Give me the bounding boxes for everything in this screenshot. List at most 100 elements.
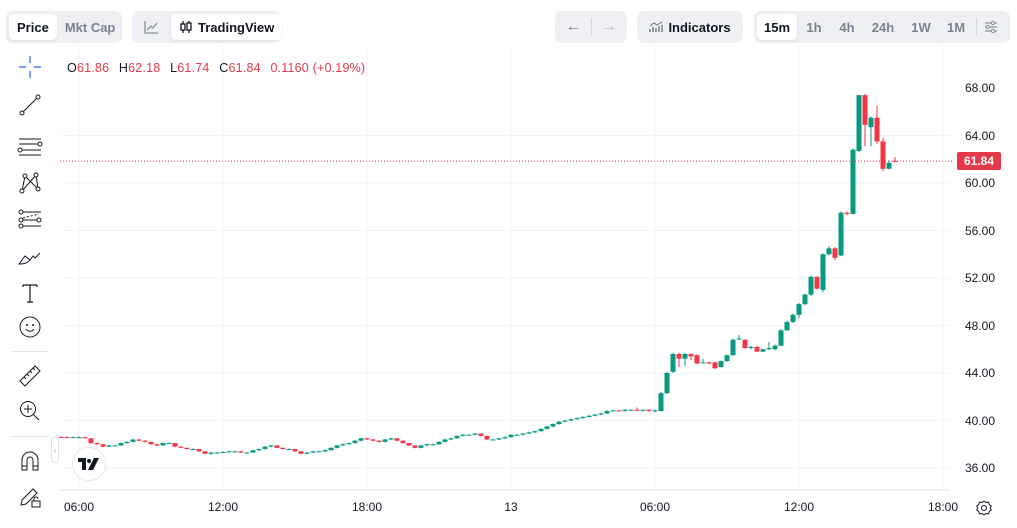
candle-up [682,352,688,366]
candle-down [634,407,640,411]
arrow-right-icon: → [600,18,617,35]
candle-body [700,362,706,364]
timeframe-1h[interactable]: 1h [806,19,822,35]
candle-down [280,447,286,450]
candle-body [682,354,688,359]
redo-button[interactable]: → [595,14,623,40]
candle-body [568,419,574,421]
candle-body [76,437,82,439]
candle-body [118,443,124,446]
candle-body [676,354,682,359]
candle-body [64,437,70,439]
close-value: 61.84 [228,61,261,75]
ohlc-legend: O61.86 H62.18 L61.74 C61.84 0.1160 (+0.1… [67,61,371,75]
candle-up [664,371,670,394]
candle-body [616,410,622,412]
sliders-icon [985,21,997,33]
candle-up [580,416,586,419]
timeframe-4h[interactable]: 4h [839,19,855,35]
candle-body [808,276,814,295]
candle-up [838,211,844,257]
timeframe-15m[interactable]: 15m [757,14,797,40]
history-nav: ← → [555,11,627,43]
open-label: O [67,61,77,75]
candle-up [778,329,784,347]
lock-draw-icon [20,488,41,508]
tab-mkt-cap[interactable]: Mkt Cap [64,19,116,35]
magnet-icon [21,451,39,471]
timeframe-24h[interactable]: 24h [871,19,895,35]
toolbar-divider [12,351,48,352]
candle-body [250,450,256,453]
chart-settings-button[interactable] [974,498,994,518]
candle-body [646,409,652,411]
indicators-inner[interactable]: Indicators [641,14,738,40]
collapse-toolbar-button[interactable]: ‹ [51,437,59,463]
candle-up [808,275,814,296]
indicators-button[interactable]: Indicators [637,11,743,43]
candle-down [196,448,202,452]
candle-body [634,409,640,411]
candle-body [400,440,406,444]
tab-price[interactable]: Price [9,14,57,40]
timeframe-1m[interactable]: 1M [946,19,966,35]
candle-body [766,348,772,350]
candle-up [322,449,328,452]
close-label: C [219,61,229,75]
candle-up [310,450,316,454]
candle-down [844,211,850,216]
zoom-tool[interactable] [16,397,44,425]
candle-body [280,447,286,449]
pattern-tool[interactable] [16,169,44,197]
candle-down [376,440,382,443]
tradingview-chart-button[interactable]: TradingView [171,14,283,40]
fib-tool[interactable] [16,205,44,233]
candle-body [286,449,292,450]
candle-body [736,338,742,340]
candle-body [298,451,304,454]
trend-line-tool[interactable] [16,91,44,119]
candle-up [436,441,442,445]
candle-up [724,354,730,362]
candle-down [394,438,400,442]
candle-body [208,452,214,454]
candle-up [748,345,754,350]
candle-up [106,444,112,447]
crosshair-tool[interactable] [16,53,44,81]
horizontal-lines-tool[interactable] [16,133,44,161]
tradingview-logo-icon [78,458,99,470]
candle-body [388,438,394,440]
line-chart-button[interactable] [135,14,167,40]
candle-up [454,435,460,439]
candle-down [742,339,748,349]
candle-body [364,438,370,440]
candle-body [574,418,580,420]
magnet-tool[interactable] [16,447,44,475]
ruler-tool[interactable] [16,362,44,390]
candle-body [184,447,190,449]
candle-body [514,434,520,436]
tradingview-logo[interactable] [72,447,106,481]
candle-up [190,448,196,450]
brush-tool[interactable] [16,242,44,270]
chart-type-tabs: TradingView [132,11,283,43]
candle-down [412,445,418,449]
emoji-tool[interactable] [16,313,44,341]
candle-body [796,304,802,315]
timeframe-settings-button[interactable] [980,14,1002,40]
candle-body [598,413,604,415]
text-tool[interactable] [16,279,44,307]
candle-up [286,448,292,450]
candle-body [580,416,586,419]
candle-up [700,358,706,364]
candle-body [124,441,130,444]
undo-button[interactable]: ← [560,14,588,40]
timeframe-1w[interactable]: 1W [911,19,931,35]
lock-drawings-tool[interactable] [16,483,44,511]
candle-up [604,410,610,414]
candle-body [304,452,310,454]
candle-body [640,409,646,411]
candle-body [520,433,526,435]
candle-body [292,449,298,452]
